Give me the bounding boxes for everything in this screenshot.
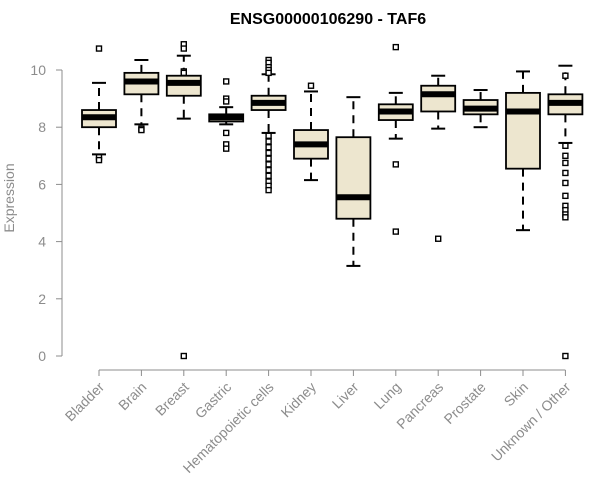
y-tick-label: 8 [38, 119, 46, 135]
box-group [81, 45, 117, 164]
outlier-point [265, 132, 272, 139]
outlier-point [392, 161, 399, 168]
outlier-point [562, 179, 569, 187]
outlier-point [392, 43, 399, 51]
y-tick-label: 10 [30, 62, 46, 78]
box-group [335, 96, 372, 267]
box-iqr [420, 84, 457, 113]
outlier-point [222, 98, 230, 105]
x-tick-label: Brain [115, 379, 149, 413]
y-tick-label: 2 [38, 291, 46, 307]
outlier-point [265, 138, 272, 145]
outlier-point [562, 72, 569, 79]
outlier-point [307, 82, 315, 89]
outlier-point [562, 169, 569, 177]
box-group [165, 41, 202, 360]
box-iqr [335, 136, 372, 220]
outlier-point [435, 235, 442, 242]
box-group [547, 64, 584, 360]
x-tick-label: Kidney [278, 379, 320, 421]
outlier-point [265, 149, 272, 157]
outlier-point [265, 186, 272, 194]
x-tick-label: Skin [501, 379, 532, 410]
box-group [123, 58, 160, 134]
outlier-point [95, 45, 103, 52]
outlier-point [562, 352, 569, 360]
outlier-point [95, 156, 103, 164]
outlier-point [265, 172, 272, 180]
y-axis-label: Expression [1, 163, 17, 232]
outlier-point [562, 152, 569, 160]
box-group [293, 82, 329, 182]
y-tick-label: 0 [38, 348, 46, 364]
x-tick-label: Breast [152, 379, 192, 419]
x-tick-label: Liver [329, 379, 362, 412]
outlier-point [265, 155, 272, 162]
box-group [462, 89, 499, 129]
x-tick-label: Lung [371, 379, 404, 412]
box-group [420, 74, 457, 242]
x-tick-label: Prostate [441, 379, 489, 427]
outlier-point [562, 192, 569, 200]
box-group [505, 70, 541, 232]
x-tick-label: Bladder [62, 379, 108, 425]
outlier-point [392, 228, 399, 235]
outlier-point [265, 161, 272, 168]
outlier-point [222, 145, 230, 152]
chart-title: ENSG00000106290 - TAF6 [230, 11, 426, 28]
outlier-point [265, 166, 272, 174]
box-group [208, 78, 245, 152]
outlier-point [180, 352, 188, 360]
outlier-point [222, 129, 230, 137]
boxplot-boxes [81, 41, 584, 360]
outlier-point [180, 45, 188, 52]
outlier-point [222, 78, 230, 85]
outlier-point [180, 69, 188, 77]
outlier-point [562, 159, 569, 167]
outlier-point [265, 69, 272, 77]
x-tick-label: Unknown / Other [488, 379, 574, 465]
y-axis: 0 2 4 6 8 10 [30, 62, 63, 364]
y-tick-label: 4 [38, 234, 46, 250]
outlier-point [562, 214, 569, 221]
outlier-point [265, 144, 272, 151]
outlier-point [562, 142, 569, 149]
outlier-point [138, 126, 145, 134]
x-tick-label: Pancreas [393, 379, 446, 432]
box-group [377, 43, 414, 235]
box-group [250, 56, 287, 194]
box-iqr [505, 91, 541, 170]
y-tick-label: 6 [38, 176, 46, 192]
